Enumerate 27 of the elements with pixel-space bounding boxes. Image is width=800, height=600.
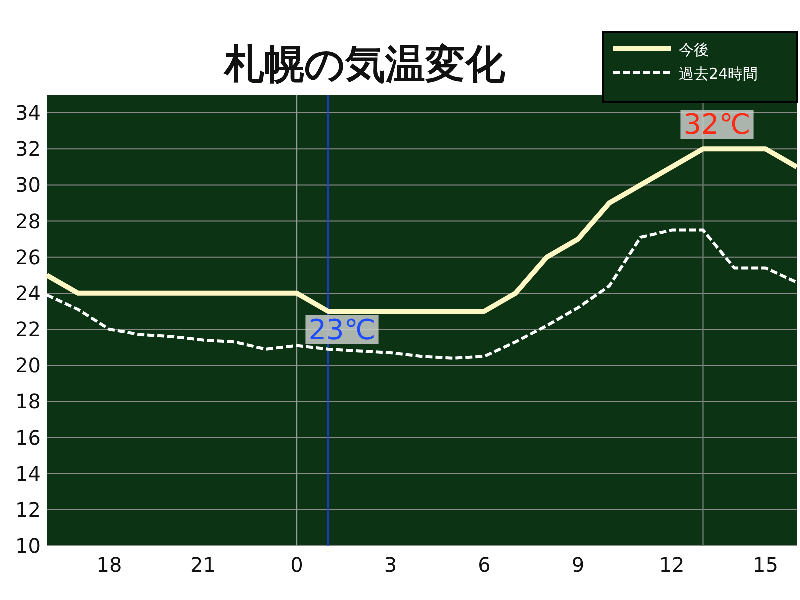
y-tick-label: 10 (16, 534, 41, 558)
y-tick-label: 22 (16, 318, 41, 342)
y-tick-label: 20 (16, 354, 41, 378)
y-tick-label: 24 (16, 281, 41, 306)
y-tick-label: 12 (16, 498, 41, 522)
chart-title: 札幌の気温変化 (224, 42, 506, 88)
annotation: 32℃ (684, 108, 751, 142)
y-tick-label: 14 (16, 462, 41, 486)
legend-label: 今後 (679, 41, 709, 59)
x-tick-label: 6 (478, 553, 491, 577)
y-tick-label: 30 (16, 173, 41, 198)
x-tick-label: 12 (659, 553, 685, 577)
line-series (46, 228, 798, 360)
legend-label: 過去24時間 (679, 65, 758, 83)
y-tick-label: 16 (16, 426, 41, 450)
y-tick-label: 26 (16, 245, 41, 270)
y-tick-label: 32 (16, 137, 41, 162)
x-tick-label: 3 (384, 553, 398, 577)
annotation: 23℃ (308, 313, 376, 346)
y-tick-label: 28 (16, 209, 41, 234)
x-tick-label: 21 (190, 553, 216, 577)
x-tick-label: 18 (96, 553, 122, 577)
y-tick-label: 18 (16, 390, 41, 414)
y-tick-label: 34 (16, 101, 41, 126)
x-tick-label: 15 (753, 553, 778, 577)
x-tick-label: 0 (290, 553, 304, 577)
x-tick-label: 9 (572, 553, 585, 577)
